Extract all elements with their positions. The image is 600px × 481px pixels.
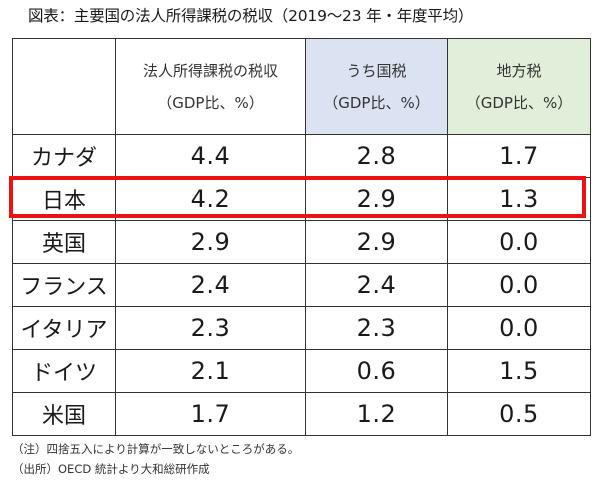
header-local-tax-unit: （GDP比、%） [465, 93, 573, 112]
value-local: 1.7 [447, 134, 591, 178]
header-corner-cell [12, 38, 116, 135]
country-label: フランス [12, 263, 116, 307]
country-label: イタリア [12, 306, 116, 350]
header-national-tax: うち国税 （GDP比、%） [305, 38, 448, 135]
footnote-rounding: （注）四捨五入により計算が一致しないところがある。 [12, 442, 300, 456]
value-national: 2.3 [305, 306, 448, 350]
table-row-japan: 日本 4.2 2.9 1.3 [12, 177, 591, 221]
footnote-source: （出所）OECD 統計より大和総研作成 [12, 462, 210, 476]
value-local: 0.0 [447, 263, 591, 307]
value-local: 0.5 [447, 392, 591, 436]
value-total: 2.4 [115, 263, 306, 307]
table-row-us: 米国 1.7 1.2 0.5 [12, 392, 591, 436]
value-total: 1.7 [115, 392, 306, 436]
value-total: 4.4 [115, 134, 306, 178]
value-total: 2.3 [115, 306, 306, 350]
value-local: 1.5 [447, 349, 591, 393]
value-local: 1.3 [447, 177, 591, 221]
value-total: 4.2 [115, 177, 306, 221]
table-row-italy: イタリア 2.3 2.3 0.0 [12, 306, 591, 350]
value-local: 0.0 [447, 220, 591, 264]
value-total: 2.9 [115, 220, 306, 264]
value-total: 2.1 [115, 349, 306, 393]
table-row-uk: 英国 2.9 2.9 0.0 [12, 220, 591, 264]
value-local: 0.0 [447, 306, 591, 350]
header-total-tax: 法人所得課税の税収 （GDP比、%） [115, 38, 306, 135]
country-label: 米国 [12, 392, 116, 436]
header-total-tax-unit: （GDP比、%） [157, 93, 264, 112]
country-label: 日本 [12, 177, 116, 221]
chart-title: 図表：主要国の法人所得課税の税収（2019～23 年・年度平均） [28, 7, 474, 25]
value-national: 2.4 [305, 263, 448, 307]
tax-revenue-table: 法人所得課税の税収 （GDP比、%） うち国税 （GDP比、%） 地方税 （GD… [12, 38, 591, 436]
header-local-tax-label: 地方税 [496, 61, 542, 80]
header-national-tax-label: うち国税 [346, 61, 407, 80]
header-local-tax: 地方税 （GDP比、%） [447, 38, 591, 135]
value-national: 2.9 [305, 220, 448, 264]
country-label: ドイツ [12, 349, 116, 393]
value-national: 1.2 [305, 392, 448, 436]
table-header-row: 法人所得課税の税収 （GDP比、%） うち国税 （GDP比、%） 地方税 （GD… [12, 38, 591, 135]
table-row-canada: カナダ 4.4 2.8 1.7 [12, 134, 591, 178]
value-national: 2.8 [305, 134, 448, 178]
country-label: 英国 [12, 220, 116, 264]
value-national: 2.9 [305, 177, 448, 221]
country-label: カナダ [12, 134, 116, 178]
table-row-france: フランス 2.4 2.4 0.0 [12, 263, 591, 307]
header-national-tax-unit: （GDP比、%） [323, 93, 430, 112]
table-row-germany: ドイツ 2.1 0.6 1.5 [12, 349, 591, 393]
value-national: 0.6 [305, 349, 448, 393]
header-total-tax-label: 法人所得課税の税収 [142, 61, 278, 80]
